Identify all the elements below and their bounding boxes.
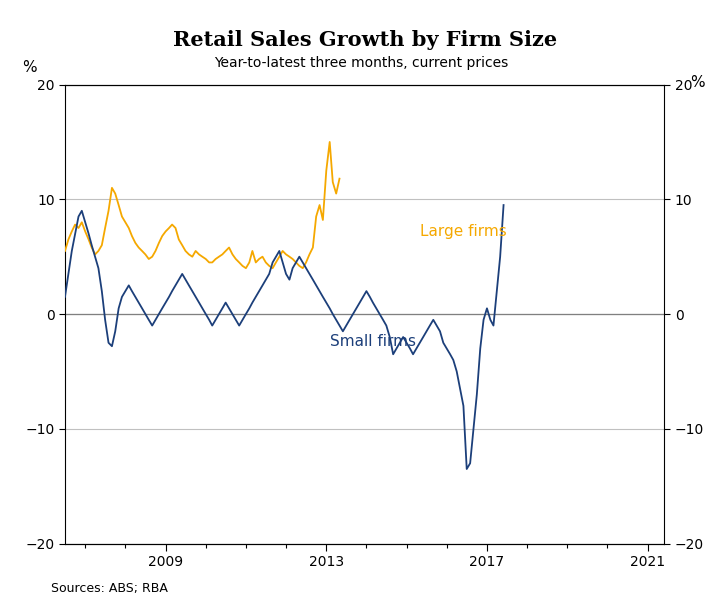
Title: Retail Sales Growth by Firm Size: Retail Sales Growth by Firm Size [173,30,557,50]
Y-axis label: %: % [22,60,36,76]
Text: Small firms: Small firms [330,334,416,349]
Text: Year-to-latest three months, current prices: Year-to-latest three months, current pri… [214,56,508,71]
Text: Sources: ABS; RBA: Sources: ABS; RBA [51,582,168,595]
Y-axis label: %: % [690,76,705,91]
Text: Large firms: Large firms [419,224,507,239]
